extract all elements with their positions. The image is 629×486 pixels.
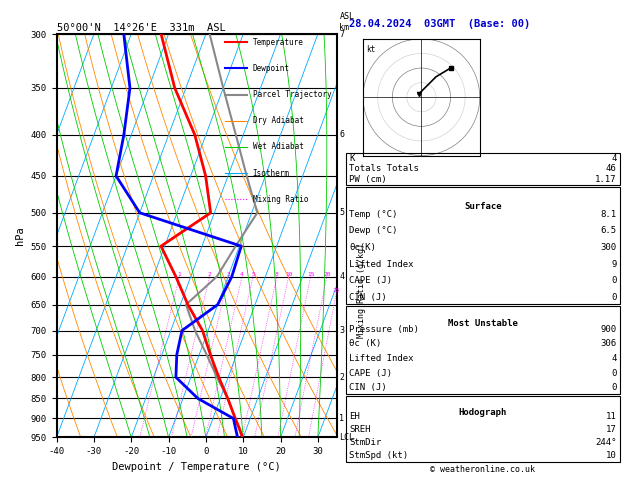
Text: 20: 20 [323,272,330,277]
Text: 2: 2 [208,272,211,277]
Text: © weatheronline.co.uk: © weatheronline.co.uk [430,465,535,474]
Text: Temp (°C): Temp (°C) [349,210,398,219]
Text: kt: kt [366,45,376,54]
Text: 306: 306 [600,339,616,348]
Text: Hodograph: Hodograph [459,408,507,417]
Text: StmDir: StmDir [349,438,381,447]
Text: Most Unstable: Most Unstable [448,319,518,329]
Text: K: K [349,154,355,162]
Text: 6: 6 [340,130,344,139]
Text: 11: 11 [606,412,616,421]
Text: Lifted Index: Lifted Index [349,354,414,363]
Text: 4: 4 [240,272,244,277]
Text: 3: 3 [226,272,230,277]
Text: LCL: LCL [340,433,354,442]
X-axis label: Dewpoint / Temperature (°C): Dewpoint / Temperature (°C) [112,462,281,472]
Text: 25: 25 [333,288,340,293]
Text: Dry Adiabat: Dry Adiabat [253,116,303,125]
Text: ASL: ASL [340,12,354,21]
Text: 4: 4 [611,154,616,162]
Text: 10: 10 [606,451,616,460]
Text: km: km [340,23,349,33]
Text: 0: 0 [611,277,616,285]
Text: PW (cm): PW (cm) [349,174,387,184]
Text: 46: 46 [606,164,616,173]
Text: CAPE (J): CAPE (J) [349,277,392,285]
Text: 8: 8 [275,272,279,277]
Text: CIN (J): CIN (J) [349,383,387,392]
Text: Pressure (mb): Pressure (mb) [349,325,419,334]
Text: 5: 5 [340,208,344,217]
Text: 10: 10 [285,272,292,277]
Text: 300: 300 [600,243,616,252]
Text: 1.17: 1.17 [595,174,616,184]
Text: 244°: 244° [595,438,616,447]
Text: EH: EH [349,412,360,421]
Text: Dewpoint: Dewpoint [253,64,289,73]
Text: 900: 900 [600,325,616,334]
Text: Mixing Ratio (g/kg): Mixing Ratio (g/kg) [357,243,367,338]
Text: θc (K): θc (K) [349,339,381,348]
Text: SREH: SREH [349,425,370,434]
Text: 5: 5 [251,272,255,277]
Text: Wet Adiabat: Wet Adiabat [253,142,303,152]
Text: 3: 3 [340,326,344,335]
Text: Lifted Index: Lifted Index [349,260,414,269]
Text: 4: 4 [340,272,344,281]
Text: Temperature: Temperature [253,37,303,47]
Text: 15: 15 [307,272,314,277]
Text: 28.04.2024  03GMT  (Base: 00): 28.04.2024 03GMT (Base: 00) [349,19,530,30]
Text: 2: 2 [340,373,344,382]
Text: 1: 1 [177,272,181,277]
Text: Isotherm: Isotherm [253,169,289,178]
Text: 8.1: 8.1 [600,210,616,219]
Text: CIN (J): CIN (J) [349,293,387,302]
Text: Parcel Trajectory: Parcel Trajectory [253,90,331,99]
Text: Mixing Ratio: Mixing Ratio [253,195,308,204]
Text: 0: 0 [611,293,616,302]
Text: 7: 7 [340,30,344,38]
Text: StmSpd (kt): StmSpd (kt) [349,451,408,460]
Text: Dewp (°C): Dewp (°C) [349,226,398,235]
Y-axis label: hPa: hPa [15,226,25,245]
Text: 0: 0 [611,383,616,392]
Text: 4: 4 [611,354,616,363]
Text: Surface: Surface [464,202,501,211]
Text: 9: 9 [611,260,616,269]
Text: 0: 0 [611,368,616,378]
Text: Totals Totals: Totals Totals [349,164,419,173]
Text: 50°00'N  14°26'E  331m  ASL: 50°00'N 14°26'E 331m ASL [57,23,225,33]
Text: θc(K): θc(K) [349,243,376,252]
Text: 1: 1 [340,414,344,423]
Text: 17: 17 [606,425,616,434]
Text: 6.5: 6.5 [600,226,616,235]
Text: CAPE (J): CAPE (J) [349,368,392,378]
